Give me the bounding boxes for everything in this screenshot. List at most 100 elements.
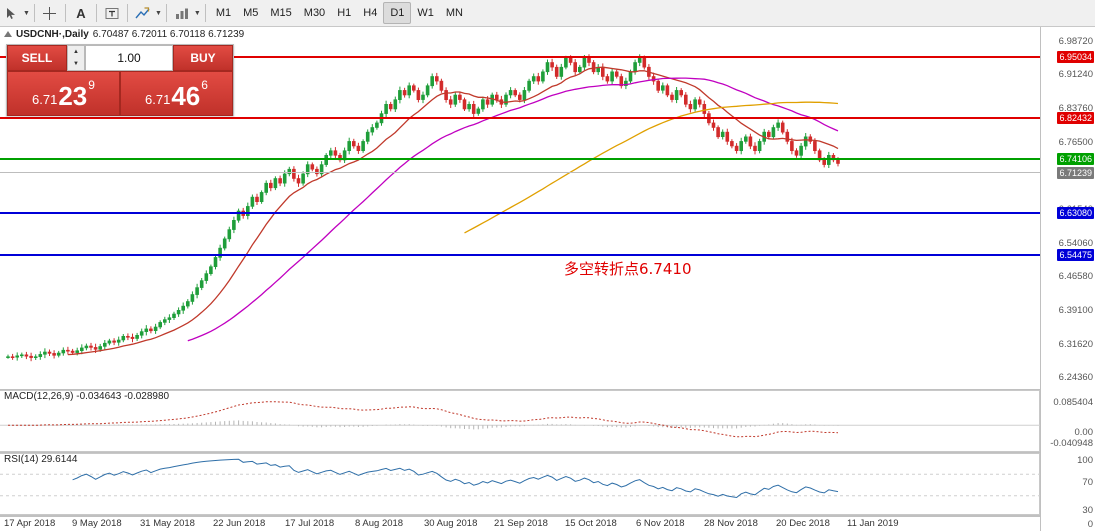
label-icon[interactable] xyxy=(101,2,123,24)
level-line-support-2[interactable] xyxy=(0,254,1040,256)
timeframe-m30[interactable]: M30 xyxy=(303,7,326,19)
time-tick-1: 9 May 2018 xyxy=(72,518,122,529)
toolbar-separator-5 xyxy=(165,4,167,22)
indicators-icon[interactable] xyxy=(171,2,193,24)
trade-panel-quotes: 6.71 23 9 6.71 46 6 xyxy=(7,71,233,116)
time-tick-0: 17 Apr 2018 xyxy=(4,518,56,529)
macd-frame xyxy=(0,390,1040,452)
macd-series xyxy=(0,401,1040,438)
macd-scale-mid: 0.00 xyxy=(1074,427,1094,438)
buy-price-main: 46 xyxy=(171,81,201,111)
rsi-title: RSI(14) 29.6144 xyxy=(4,454,78,465)
timeframe-d1[interactable]: D1 xyxy=(383,2,412,24)
axis-tick-8: 6.39100 xyxy=(1058,305,1093,316)
trade-panel-top-row: SELL ▲ ▼ 1.00 BUY xyxy=(7,45,233,71)
collapse-triangle-icon[interactable] xyxy=(4,31,12,37)
sell-price-integer: 6.71 xyxy=(32,92,58,107)
buy-price-fraction: 6 xyxy=(201,78,208,92)
axis-tick-9: 6.31620 xyxy=(1058,339,1093,350)
time-axis: 17 Apr 2018 9 May 2018 31 May 2018 22 Ju… xyxy=(0,516,1040,531)
price-tag-resistance-1[interactable]: 6.95034 xyxy=(1057,51,1094,63)
cursor-dropdown-caret-icon[interactable]: ▼ xyxy=(23,9,30,17)
symbol-label: USDCNH·,Daily xyxy=(16,28,89,40)
volume-stepper-up-icon[interactable]: ▲ xyxy=(73,49,79,55)
volume-stepper[interactable]: ▲ ▼ xyxy=(67,45,85,71)
buy-price-integer: 6.71 xyxy=(145,92,171,107)
axis-tick-1: 6.91240 xyxy=(1058,69,1093,80)
time-tick-9: 6 Nov 2018 xyxy=(636,518,685,529)
price-tag-support-2[interactable]: 6.54475 xyxy=(1057,249,1094,261)
toolbar-separator-3 xyxy=(95,4,97,22)
volume-input[interactable]: 1.00 xyxy=(85,45,173,71)
ohlc-values: 6.70487 6.72011 6.70118 6.71239 xyxy=(92,28,245,40)
time-tick-2: 31 May 2018 xyxy=(140,518,195,529)
sell-price-quote[interactable]: 6.71 23 9 xyxy=(7,71,120,116)
time-tick-7: 21 Sep 2018 xyxy=(494,518,548,529)
time-tick-3: 22 Jun 2018 xyxy=(213,518,266,529)
one-click-trade-panel[interactable]: SELL ▲ ▼ 1.00 BUY 6.71 23 9 6.71 xyxy=(6,44,234,116)
indicators-dropdown-caret-icon[interactable]: ▼ xyxy=(193,9,201,17)
price-tag-resistance-2[interactable]: 6.82432 xyxy=(1057,112,1094,124)
macd-pane[interactable]: MACD(12,26,9) -0.034643 -0.028980 xyxy=(0,390,1040,453)
toolbar-separator-4 xyxy=(126,4,128,22)
price-axis[interactable]: 6.98720 6.91240 6.83760 6.76500 6.69020 … xyxy=(1040,27,1095,531)
level-line-support-1[interactable] xyxy=(0,212,1040,214)
rsi-pane[interactable]: RSI(14) 29.6144 xyxy=(0,453,1040,516)
cursor-icon[interactable] xyxy=(0,2,22,24)
rsi-frame xyxy=(0,453,1040,515)
price-tag-current[interactable]: 6.71239 xyxy=(1057,167,1094,179)
draw-tools-icon[interactable] xyxy=(132,2,154,24)
axis-tick-6: 6.54060 xyxy=(1058,238,1093,249)
level-line-pivot[interactable] xyxy=(0,158,1040,160)
time-tick-10: 28 Nov 2018 xyxy=(704,518,758,529)
axis-tick-2: 6.83760 xyxy=(1058,103,1093,114)
toolbar-separator-2 xyxy=(64,4,66,22)
timeframe-h1[interactable]: H1 xyxy=(337,7,352,19)
timeframe-w1[interactable]: W1 xyxy=(417,7,434,19)
level-line-current-price[interactable] xyxy=(0,172,1040,173)
rsi-scale-30: 30 xyxy=(1082,505,1093,516)
chart-area[interactable]: USDCNH·,Daily 6.70487 6.72011 6.70118 6.… xyxy=(0,27,1095,531)
symbol-bar: USDCNH·,Daily 6.70487 6.72011 6.70118 6.… xyxy=(0,27,1040,41)
timeframe-mn[interactable]: MN xyxy=(445,7,463,19)
buy-price-quote[interactable]: 6.71 46 6 xyxy=(120,71,233,116)
axis-tick-3: 6.76500 xyxy=(1058,137,1093,148)
macd-scale-bottom: -0.040948 xyxy=(1050,438,1093,449)
rsi-scale-100: 100 xyxy=(1077,455,1093,466)
timeframe-h4[interactable]: H4 xyxy=(363,7,378,19)
axis-tick-7: 6.46580 xyxy=(1058,271,1093,282)
volume-stepper-down-icon[interactable]: ▼ xyxy=(73,61,79,67)
time-tick-11: 20 Dec 2018 xyxy=(776,518,830,529)
level-line-resistance-1[interactable] xyxy=(0,56,1040,58)
chart-annotation-text[interactable]: 多空转折点6.7410 xyxy=(564,260,692,278)
crosshair-icon[interactable] xyxy=(39,2,61,24)
sell-button[interactable]: SELL xyxy=(7,45,67,71)
time-tick-6: 30 Aug 2018 xyxy=(424,518,478,529)
buy-button[interactable]: BUY xyxy=(173,45,233,71)
axis-tick-0: 6.98720 xyxy=(1058,36,1093,47)
level-line-resistance-2[interactable] xyxy=(0,117,1040,119)
price-series xyxy=(6,54,840,362)
rsi-scale-0: 0 xyxy=(1087,519,1093,530)
sell-price-main: 23 xyxy=(58,81,88,111)
timeframe-m5[interactable]: M5 xyxy=(243,7,259,19)
price-pane[interactable]: USDCNH·,Daily 6.70487 6.72011 6.70118 6.… xyxy=(0,27,1040,390)
time-tick-8: 15 Oct 2018 xyxy=(565,518,617,529)
macd-scale-top: 0.085404 xyxy=(1053,397,1093,408)
rsi-series xyxy=(0,458,1040,499)
timeframe-m15[interactable]: M15 xyxy=(270,7,292,19)
draw-tools-dropdown-caret-icon[interactable]: ▼ xyxy=(154,9,162,17)
macd-title: MACD(12,26,9) -0.034643 -0.028980 xyxy=(4,391,170,402)
main-toolbar: ▼ A ▼ ▼ M1 M5 M15 M30 H1 H4 D1 W1 MN xyxy=(0,0,1095,27)
price-tag-support-1[interactable]: 6.63080 xyxy=(1057,207,1094,219)
time-tick-5: 8 Aug 2018 xyxy=(355,518,404,529)
timeframe-m1[interactable]: M1 xyxy=(215,7,232,19)
rsi-scale-70: 70 xyxy=(1082,477,1093,488)
toolbar-separator-6 xyxy=(204,4,206,22)
time-tick-4: 17 Jul 2018 xyxy=(285,518,335,529)
text-icon[interactable]: A xyxy=(76,5,86,21)
sell-price-fraction: 9 xyxy=(88,78,95,92)
toolbar-separator-1 xyxy=(33,4,35,22)
price-tag-pivot[interactable]: 6.74106 xyxy=(1057,153,1094,165)
